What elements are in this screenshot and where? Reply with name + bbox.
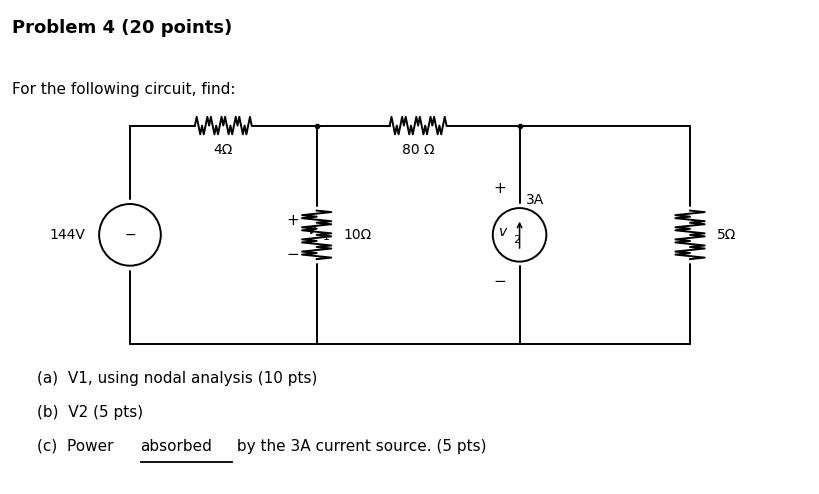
Text: −: − (286, 247, 298, 262)
Text: absorbed: absorbed (140, 439, 212, 454)
Text: v: v (308, 223, 316, 237)
Text: (b)  V2 (5 pts): (b) V2 (5 pts) (37, 405, 143, 420)
Text: 10Ω: 10Ω (343, 228, 371, 242)
Text: (a)  V1, using nodal analysis (10 pts): (a) V1, using nodal analysis (10 pts) (37, 371, 317, 386)
Text: v: v (499, 225, 507, 240)
Text: 2: 2 (512, 235, 519, 245)
Text: 3A: 3A (526, 193, 544, 207)
Text: Problem 4 (20 points): Problem 4 (20 points) (12, 19, 233, 37)
Text: 1: 1 (323, 232, 329, 242)
Text: −: − (492, 274, 505, 288)
Text: −: − (124, 228, 136, 242)
Text: (c)  Power: (c) Power (37, 439, 118, 454)
Text: 5Ω: 5Ω (716, 228, 735, 242)
Text: 80 Ω: 80 Ω (401, 143, 434, 157)
Text: by the 3A current source. (5 pts): by the 3A current source. (5 pts) (232, 439, 486, 454)
Text: +: + (492, 181, 505, 196)
Text: 144V: 144V (49, 228, 85, 242)
Text: For the following circuit, find:: For the following circuit, find: (12, 82, 236, 97)
Text: 4Ω: 4Ω (214, 143, 233, 157)
Text: +: + (286, 213, 298, 228)
